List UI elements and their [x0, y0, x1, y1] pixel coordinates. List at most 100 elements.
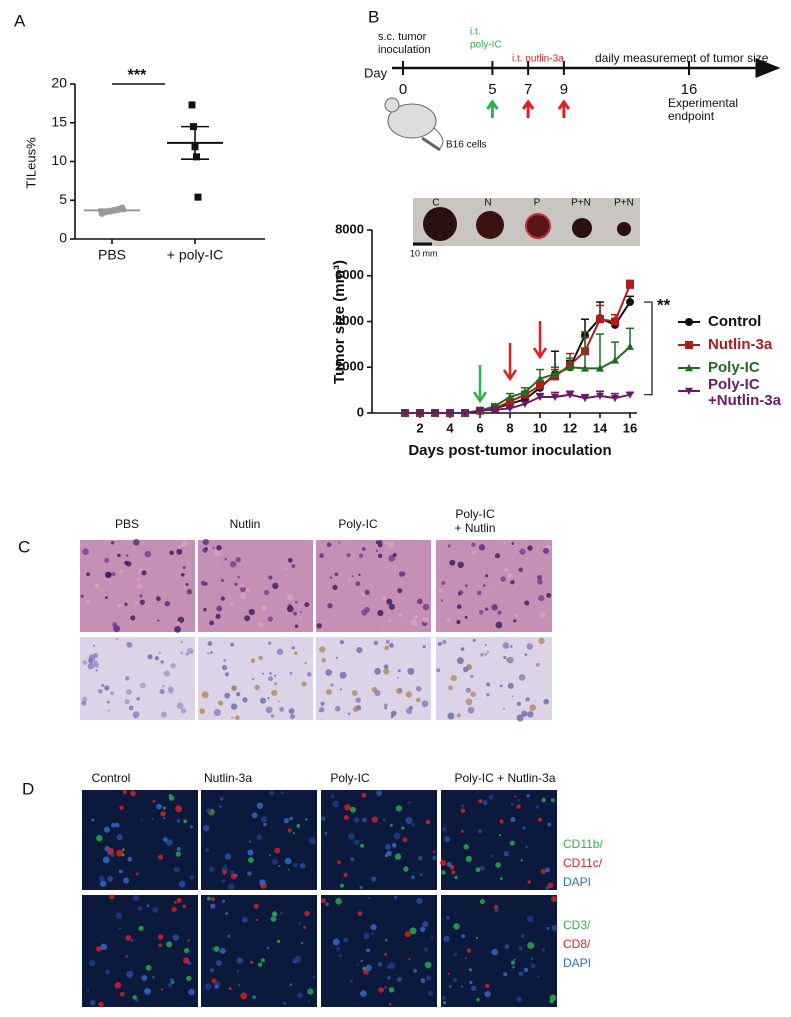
cell — [478, 610, 484, 615]
cell — [278, 864, 281, 868]
cell — [475, 867, 481, 873]
cell — [160, 988, 164, 991]
column-header: Poly-IC — [455, 507, 495, 521]
cell — [224, 672, 229, 677]
cell — [326, 689, 332, 695]
cell — [122, 848, 125, 851]
cell — [237, 575, 240, 579]
cell — [298, 921, 302, 925]
cell — [271, 689, 278, 697]
cell — [126, 554, 129, 557]
cell — [478, 799, 483, 804]
cell — [301, 681, 307, 687]
marker — [566, 391, 574, 399]
cell — [457, 561, 464, 568]
cell — [386, 975, 392, 980]
cell — [389, 643, 394, 648]
cell — [521, 710, 528, 717]
cell — [100, 880, 107, 887]
cell — [230, 561, 237, 568]
cell — [98, 1001, 104, 1008]
cell — [231, 716, 234, 719]
y-tick-label: 10 — [51, 152, 67, 168]
cell — [176, 819, 180, 823]
cell — [175, 851, 181, 857]
cell — [406, 708, 413, 715]
cell — [158, 854, 164, 860]
cell — [348, 833, 355, 840]
cell — [268, 676, 273, 682]
cell — [255, 918, 258, 922]
cell — [377, 609, 384, 617]
cell — [304, 910, 310, 917]
cell — [547, 822, 552, 827]
cell — [383, 668, 390, 675]
micrograph — [321, 789, 437, 890]
cell — [499, 684, 503, 688]
cell — [503, 541, 506, 545]
cell — [437, 642, 442, 646]
cell — [274, 674, 276, 677]
cell — [118, 869, 123, 874]
cell — [107, 876, 113, 882]
cell — [119, 805, 124, 810]
cell — [448, 685, 453, 691]
cell — [347, 578, 352, 583]
cell — [365, 964, 372, 972]
legend-label: Control — [708, 313, 761, 330]
cell — [491, 604, 498, 611]
series-line — [405, 393, 631, 414]
cell — [248, 857, 254, 863]
cell — [259, 697, 267, 704]
timeline-day: 5 — [488, 81, 496, 98]
cell — [152, 976, 155, 979]
cell — [401, 571, 406, 577]
cell — [132, 995, 137, 1000]
cell — [240, 586, 246, 593]
cell — [124, 560, 129, 565]
cell — [105, 969, 111, 975]
marker — [685, 387, 693, 395]
row-label: CD3/ — [563, 918, 591, 932]
cell — [160, 811, 166, 817]
cell — [424, 961, 432, 969]
cell — [525, 845, 528, 849]
cell — [363, 969, 369, 975]
cell — [467, 706, 475, 714]
cell — [299, 611, 302, 614]
photo-label: P — [534, 198, 541, 209]
cell — [388, 1003, 392, 1006]
cell — [118, 927, 121, 930]
cell — [216, 605, 223, 612]
cell — [211, 947, 215, 950]
cell — [476, 998, 480, 1002]
cell — [183, 585, 187, 589]
cell — [339, 640, 344, 645]
cell — [502, 707, 506, 710]
cell — [543, 547, 549, 554]
cell — [236, 969, 240, 973]
cell — [244, 615, 251, 622]
cell — [130, 939, 134, 942]
cell — [447, 972, 450, 975]
marker — [566, 363, 574, 371]
cell — [296, 824, 301, 828]
cell — [381, 596, 387, 601]
cell — [371, 932, 374, 935]
cell — [227, 883, 235, 891]
panel-letter: C — [18, 537, 30, 556]
cell — [271, 911, 278, 917]
cell — [514, 613, 518, 617]
cell — [491, 948, 498, 956]
cell — [456, 713, 461, 718]
cell — [267, 697, 270, 700]
cell — [541, 948, 546, 952]
cell — [184, 948, 190, 954]
treatment-arrow — [472, 365, 488, 404]
micrograph-background — [441, 895, 557, 1007]
micrograph-background — [82, 895, 198, 1007]
cell — [219, 805, 222, 808]
column-header: Poly-IC — [338, 517, 378, 531]
cell — [212, 546, 215, 549]
column-header: Nutlin — [230, 517, 261, 531]
